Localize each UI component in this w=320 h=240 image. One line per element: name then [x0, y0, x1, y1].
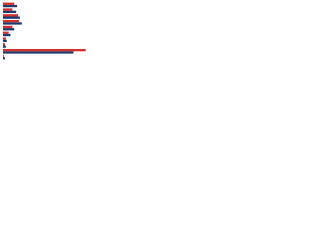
- bar: [3, 10, 17, 14]
- bar: [3, 51, 74, 54]
- bar: [3, 19, 19, 23]
- bar: [3, 31, 9, 34]
- bar: [3, 22, 22, 25]
- bar: [3, 16, 20, 19]
- bar: [3, 4, 18, 8]
- bar: [3, 37, 6, 40]
- bar: [3, 8, 13, 11]
- chart: [3, 2, 86, 60]
- bar: [3, 43, 5, 46]
- bar: [3, 25, 13, 29]
- bar: [3, 2, 15, 5]
- bar: [3, 48, 86, 52]
- bar: [3, 28, 15, 31]
- bar: [3, 54, 4, 58]
- bar: [3, 39, 7, 43]
- bar: [3, 57, 5, 60]
- page: {"chart_data": {"type": "bar", "orientat…: [0, 0, 100, 71]
- bar: [3, 45, 6, 48]
- bar: [3, 14, 19, 17]
- bar: [3, 33, 11, 37]
